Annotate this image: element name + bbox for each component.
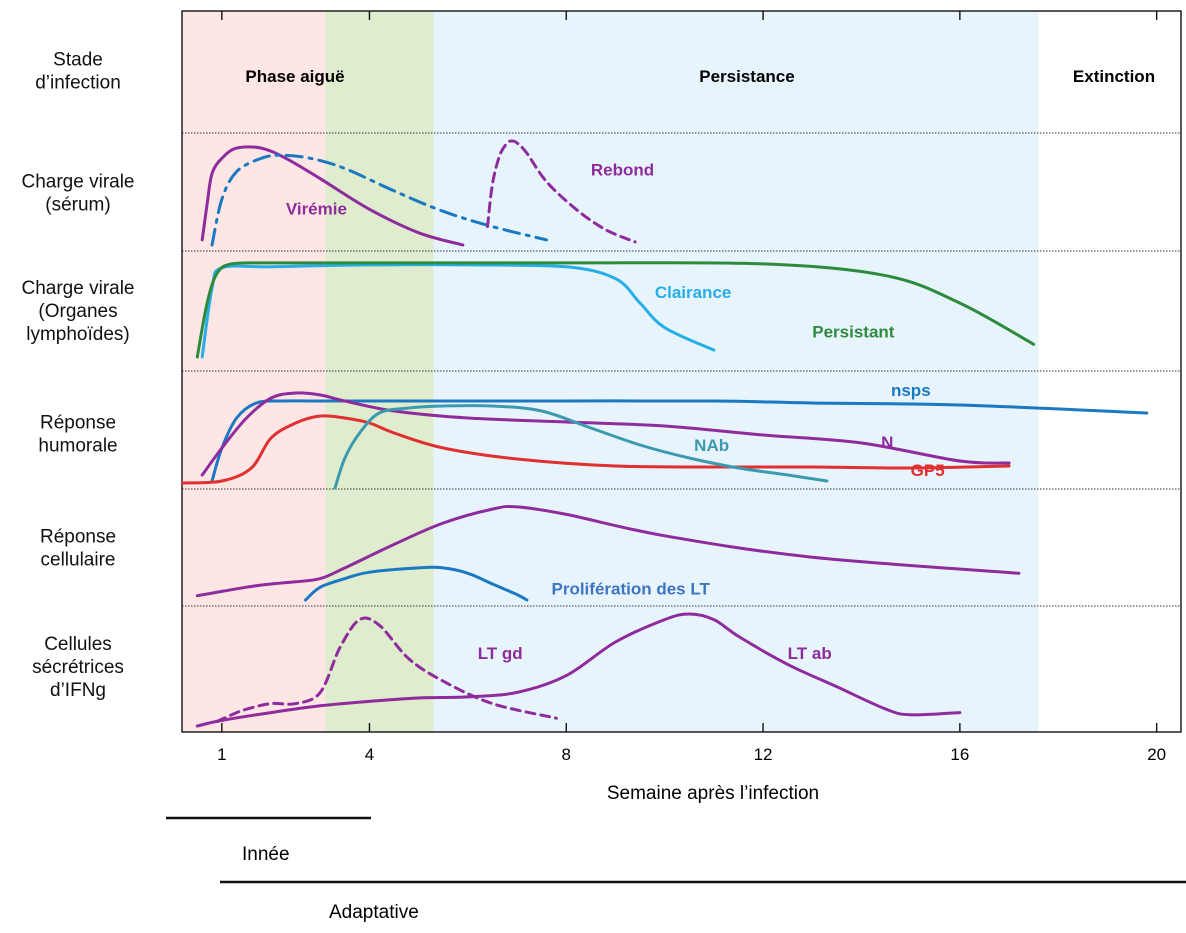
tick-label-8: 8 <box>562 745 571 764</box>
x-axis-title: Semaine après l’infection <box>607 783 819 804</box>
series-line-lt-gd <box>215 616 558 723</box>
series-line-rebond <box>486 139 637 244</box>
series-lines <box>181 139 1149 728</box>
row-label-0-1: d’infection <box>35 73 121 94</box>
phase-band-1 <box>325 11 434 732</box>
series-line-persistant <box>195 261 1036 359</box>
series-line-nsps <box>210 399 1149 483</box>
row-label-1-0: Charge virale <box>22 172 135 193</box>
row-label-4-0: Réponse <box>40 527 116 548</box>
phase-label-3: Extinction <box>1073 67 1155 86</box>
annotation-vir-mie: Virémie <box>286 199 347 218</box>
series-line-prolif-ration-des-lt <box>304 565 529 602</box>
tick-label-4: 4 <box>365 745 374 764</box>
row-dividers <box>181 10 1182 733</box>
series-line-lt-ab <box>195 612 962 728</box>
series-line-clairance <box>200 263 716 359</box>
series-line-vir-mie <box>200 145 465 247</box>
row-label-4-1: cellulaire <box>41 550 116 571</box>
annotation-persistant: Persistant <box>812 322 895 341</box>
tick-label-20: 20 <box>1147 745 1166 764</box>
series-line-series-9 <box>195 504 1021 598</box>
phase-labels: Phase aiguë Persistance Extinction <box>245 67 1155 86</box>
tick-label-16: 16 <box>950 745 969 764</box>
row-label-3-1: humorale <box>38 436 117 457</box>
row-label-2-1: (Organes <box>38 301 117 322</box>
tick-label-1: 1 <box>217 745 226 764</box>
row-label-5-2: d’IFNg <box>50 680 106 701</box>
row-label-2-0: Charge virale <box>22 278 135 299</box>
annotation-gp5: GP5 <box>911 461 945 480</box>
annotation-rebond: Rebond <box>591 161 654 180</box>
series-line-series-1 <box>210 153 549 247</box>
annotation-lt-ab: LT ab <box>788 644 832 663</box>
immunity-legend: Innée Adaptative <box>166 816 1186 923</box>
x-axis: 1 4 8 12 16 20 Semaine après l’infection <box>217 11 1166 804</box>
row-label-0-0: Stade <box>53 50 103 71</box>
series-line-nab <box>333 404 829 490</box>
row-label-3-0: Réponse <box>40 413 116 434</box>
annotation-nab: NAb <box>694 436 729 455</box>
adaptative-label: Adaptative <box>329 902 419 923</box>
annotation-n: N <box>881 433 893 452</box>
series-line-gp5 <box>181 414 1011 485</box>
innee-label: Innée <box>242 844 290 865</box>
series-annotations: Virémie Rebond Clairance Persistant nsps NAb N… <box>286 161 945 663</box>
annotation-nsps: nsps <box>891 381 931 400</box>
plot-frame <box>181 10 1182 733</box>
row-label-2-2: lymphoïdes) <box>26 324 130 345</box>
phase-label-0: Phase aiguë <box>245 67 344 86</box>
row-label-5-1: sécrétrices <box>32 657 124 678</box>
tick-label-12: 12 <box>754 745 773 764</box>
annotation-lt-gd: LT gd <box>478 644 523 663</box>
phase-label-2: Persistance <box>699 67 794 86</box>
row-label-5-0: Cellules <box>44 634 112 655</box>
annotation-prolif-ration-des-lt: Prolifération des LT <box>552 580 711 599</box>
row-label-1-1: (sérum) <box>45 195 110 216</box>
annotation-clairance: Clairance <box>655 283 732 302</box>
series-line-n <box>200 391 1011 477</box>
